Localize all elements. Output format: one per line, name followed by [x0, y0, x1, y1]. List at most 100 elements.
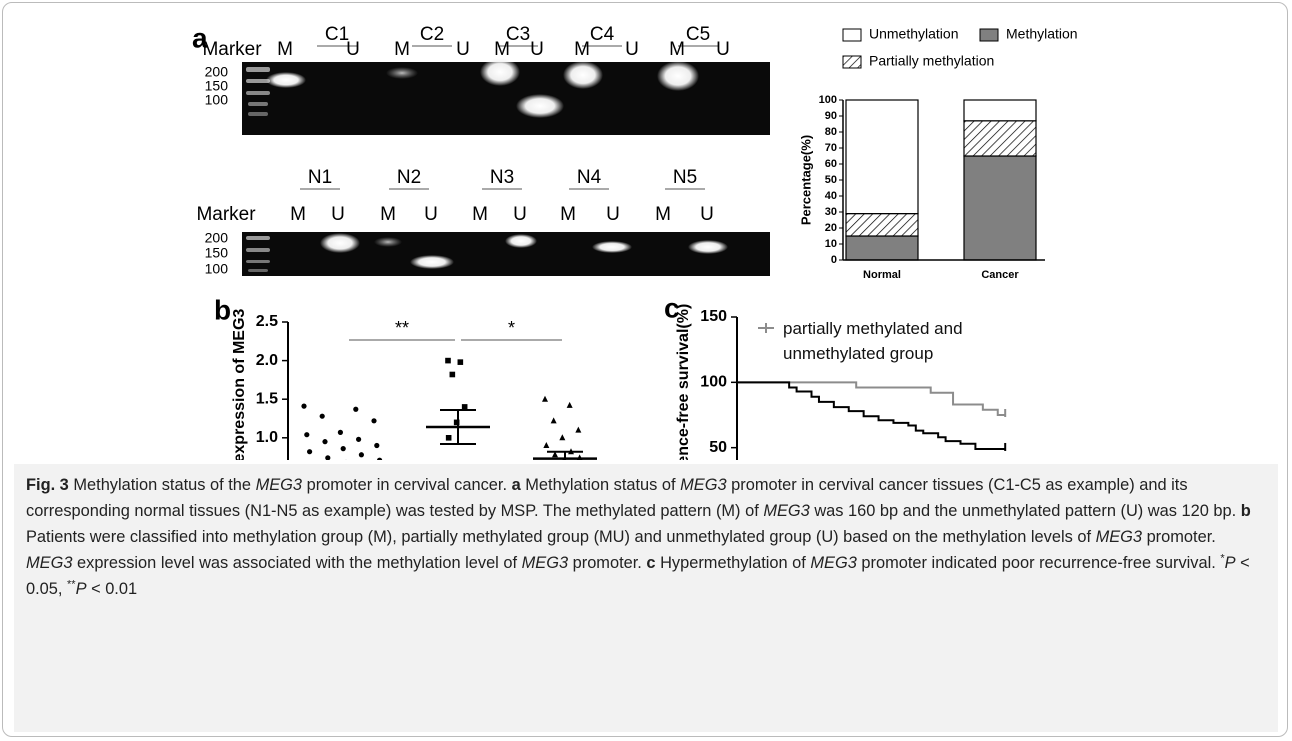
lane-label: M [472, 204, 488, 225]
lane-label: U [716, 39, 730, 60]
y-tick-label: 150 [700, 308, 727, 325]
lane-label: U [346, 39, 360, 60]
x-tick-label: Cancer [981, 269, 1019, 281]
size-label: 200 [205, 64, 229, 80]
caption-text: MEG3 [255, 476, 303, 494]
bar-segment [845, 235, 919, 261]
bar-segment [963, 155, 1037, 261]
legend-label: Partially methylation [869, 53, 994, 69]
legend-label-box: partially methylated and unmethylated gr… [783, 319, 963, 363]
y-tick-label: 60 [825, 158, 837, 170]
error-bar [440, 409, 476, 445]
caption-text: promoter indicated poor recurrence-free … [856, 554, 1221, 572]
caption-text: promoter. [1142, 528, 1216, 546]
caption-text: Methylation status of [520, 476, 681, 494]
y-tick-label: 50 [709, 439, 727, 456]
lane-label: U [456, 39, 470, 60]
data-point [453, 419, 460, 426]
lane-group-label: C5 [686, 24, 710, 45]
lane-group-label: N1 [308, 167, 332, 188]
data-point [307, 449, 313, 455]
caption-text: Methylation status of the [68, 476, 256, 494]
caption-text: MEG3 [521, 554, 569, 572]
data-point [374, 442, 380, 449]
y-tick-label: 70 [825, 142, 837, 154]
lane-label: U [513, 204, 527, 225]
lane-label: M [394, 39, 410, 60]
lane-group-label: C3 [506, 24, 530, 45]
caption-text: < 0.05, [26, 554, 1250, 598]
data-point [449, 371, 456, 378]
size-label: 150 [205, 245, 229, 261]
panel-label: a [192, 22, 208, 53]
lane-label: M [290, 204, 306, 225]
marker-label: Marker [196, 204, 256, 225]
legend-swatch [979, 28, 999, 42]
data-point [371, 418, 377, 424]
lane-label: M [380, 204, 396, 225]
y-tick-label: 100 [819, 94, 837, 106]
lane-label: M [669, 39, 685, 60]
legend-label: partially methylated and unmethylated gr… [783, 319, 963, 363]
caption-text: P [1224, 554, 1236, 572]
significance-label: * [508, 318, 515, 338]
data-point [543, 442, 550, 449]
data-point [340, 446, 346, 452]
y-tick-label: 80 [825, 126, 837, 138]
caption-text: MEG3 [763, 502, 810, 520]
caption-text: promoter in cervival cancer tissues (C1-… [26, 476, 1188, 520]
caption-text: promoter in cervival cancer. [302, 476, 512, 494]
lane-group-label: C1 [325, 24, 349, 45]
lane-label: U [424, 204, 438, 225]
data-point [445, 435, 452, 441]
figure-caption: Fig. 3 Methylation status of the MEG3 pr… [14, 464, 1278, 732]
data-point [550, 417, 557, 424]
y-tick-label: 10 [825, 238, 837, 250]
caption-text: expression level was associated with the… [72, 554, 522, 572]
bar-segment [845, 213, 919, 237]
y-tick-label: 50 [825, 174, 837, 186]
data-point [356, 436, 362, 442]
data-point [457, 359, 464, 365]
data-point [377, 457, 383, 460]
lane-group-label: C2 [420, 24, 444, 45]
lane-label: U [606, 204, 620, 225]
size-label: 200 [205, 230, 229, 246]
error-bar [547, 450, 583, 460]
lane-label: M [655, 204, 671, 225]
data-point [461, 404, 468, 410]
lane-group-label: N3 [490, 167, 514, 188]
data-point [445, 357, 451, 364]
significance-label: ** [395, 318, 409, 338]
lane-label: U [530, 39, 544, 60]
lane-group-label: N5 [673, 167, 697, 188]
x-tick-label: Normal [863, 269, 901, 281]
lane-label: M [560, 204, 576, 225]
bar-segment [963, 99, 1037, 122]
data-point [322, 439, 328, 445]
y-tick-label: 90 [825, 110, 837, 122]
bar-segment [963, 120, 1037, 157]
y-tick-label: 100 [700, 374, 727, 391]
data-point [304, 432, 310, 438]
y-tick-label: 20 [825, 222, 837, 234]
lane-group-label: N4 [577, 167, 602, 188]
caption-text: MEG3 [26, 554, 73, 572]
lane-label: U [625, 39, 639, 60]
lane-label: M [574, 39, 590, 60]
data-point [319, 413, 325, 419]
survival-curve [737, 381, 1006, 450]
caption-text: MEG3 [680, 476, 727, 494]
caption-text: Patients were classified into methylatio… [26, 528, 1096, 546]
caption-text: was 160 bp and the unmethylated pattern … [809, 502, 1241, 520]
data-point [325, 455, 331, 460]
legend-swatch [842, 55, 862, 69]
data-point [353, 406, 359, 412]
caption-text: b [1240, 502, 1251, 520]
caption-text: < 0.01 [86, 580, 138, 598]
caption-text: promoter. [568, 554, 647, 572]
y-tick-label: 2.0 [256, 352, 278, 369]
caption-text: MEG3 [1095, 528, 1143, 546]
survival-curve [737, 381, 1006, 416]
